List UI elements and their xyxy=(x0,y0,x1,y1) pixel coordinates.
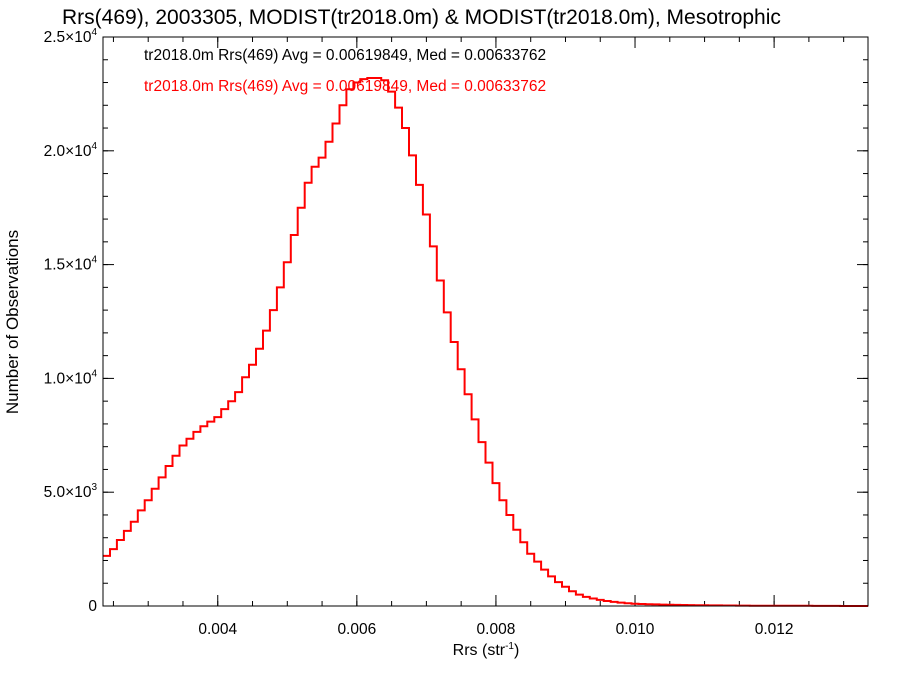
y-tick-label: 0 xyxy=(88,598,97,615)
minor-ticks xyxy=(103,36,868,607)
x-axis-label-superscript: -1 xyxy=(505,641,514,652)
x-tick-label: 0.012 xyxy=(755,621,794,638)
x-tick-labels: 0.004 0.006 0.008 0.010 0.012 xyxy=(198,621,793,638)
y-tick-label: 1.0×104 xyxy=(44,368,98,387)
y-tick-labels: 0 5.0×103 1.0×104 1.5×104 2.0×104 2.5×104 xyxy=(44,27,98,615)
plot-frame xyxy=(102,36,869,607)
x-tick-label: 0.010 xyxy=(616,621,655,638)
y-tick-label: 2.5×104 xyxy=(44,27,98,46)
x-tick-label: 0.008 xyxy=(477,621,516,638)
chart-title: Rrs(469), 2003305, MODIST(tr2018.0m) & M… xyxy=(62,6,781,29)
series-line-rrs469 xyxy=(103,77,868,607)
x-tick-label: 0.006 xyxy=(337,621,376,638)
x-tick-label: 0.004 xyxy=(198,621,237,638)
major-ticks xyxy=(103,36,868,607)
y-tick-label: 2.0×104 xyxy=(44,141,98,160)
x-axis-label: Rrs (str-1) xyxy=(453,641,520,659)
y-axis-label: Number of Observations xyxy=(3,230,22,414)
legend-entry-black: tr2018.0m Rrs(469) Avg = 0.00619849, Med… xyxy=(144,47,546,64)
legend-entry-red: tr2018.0m Rrs(469) Avg = 0.00619849, Med… xyxy=(144,78,546,95)
y-tick-label: 1.5×104 xyxy=(44,255,98,274)
y-tick-label: 5.0×103 xyxy=(44,482,98,501)
